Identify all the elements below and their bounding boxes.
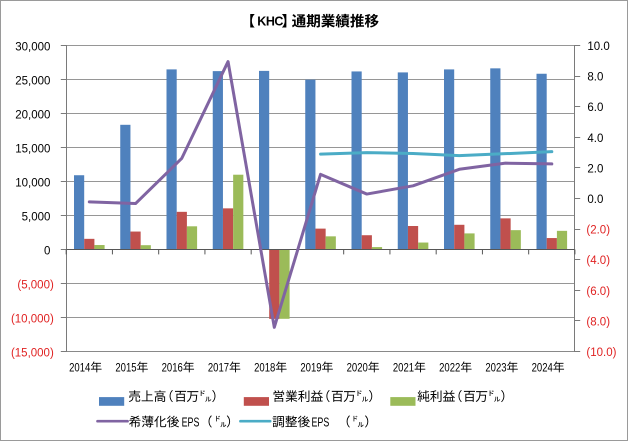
svg-text:2018: 2018: [254, 360, 275, 374]
svg-text:(15,000): (15,000): [11, 347, 54, 359]
svg-text:2024: 2024: [532, 360, 553, 374]
svg-text:2023: 2023: [485, 360, 506, 374]
svg-text:(2.0): (2.0): [586, 225, 610, 237]
svg-text:(10,000): (10,000): [11, 313, 54, 325]
svg-text:2014: 2014: [69, 360, 90, 374]
svg-text:5,000: 5,000: [22, 211, 51, 223]
svg-text:8.0: 8.0: [587, 72, 603, 84]
svg-text:0: 0: [44, 245, 50, 257]
svg-text:(4.0): (4.0): [586, 255, 610, 267]
svg-text:2021: 2021: [393, 360, 414, 374]
svg-text:KHC: KHC: [257, 14, 283, 28]
svg-text:(5,000): (5,000): [17, 279, 54, 291]
svg-text:10.0: 10.0: [587, 41, 609, 53]
svg-text:2017: 2017: [208, 360, 229, 374]
svg-text:(8.0): (8.0): [586, 316, 610, 328]
svg-text:2019: 2019: [300, 360, 321, 374]
svg-text:15,000: 15,000: [15, 143, 50, 155]
svg-text:20,000: 20,000: [15, 109, 50, 121]
svg-text:(6.0): (6.0): [586, 286, 610, 298]
svg-text:2015: 2015: [115, 360, 136, 374]
svg-text:25,000: 25,000: [15, 75, 50, 87]
svg-text:6.0: 6.0: [587, 102, 603, 114]
svg-text:EPS: EPS: [182, 415, 200, 429]
svg-text:EPS: EPS: [312, 415, 330, 429]
svg-text:2020: 2020: [347, 360, 368, 374]
svg-text:(10.0): (10.0): [586, 347, 616, 359]
svg-text:2.0: 2.0: [587, 163, 603, 175]
svg-text:2022: 2022: [439, 360, 460, 374]
svg-text:30,000: 30,000: [15, 41, 50, 53]
svg-text:10,000: 10,000: [15, 177, 50, 189]
svg-text:0.0: 0.0: [587, 194, 603, 206]
svg-text:4.0: 4.0: [587, 133, 603, 145]
svg-text:2016: 2016: [162, 360, 183, 374]
